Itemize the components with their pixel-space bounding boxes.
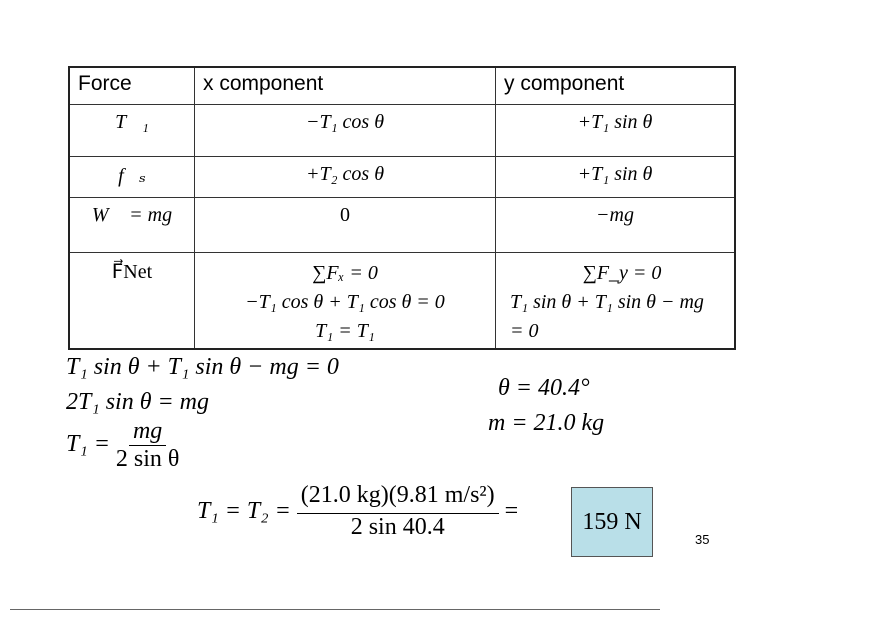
denominator: 2 sin θ xyxy=(115,446,180,472)
equation-line-3: T₁ = mg 2 sin θ xyxy=(66,418,179,473)
x-cell: 0 xyxy=(194,197,496,253)
final-numerator: (21.0 kg)(9.81 m/s²) xyxy=(296,482,499,514)
given-mass: m = 21.0 kg xyxy=(488,410,605,436)
header-x-component: x component xyxy=(194,66,496,105)
final-equation: T₁ = T₂ = (21.0 kg)(9.81 m/s²) 2 sin 40.… xyxy=(197,482,518,541)
force-components-table: Force x component y component T⃗₁ −T₁ co… xyxy=(68,66,736,350)
equation-line-2: 2T₁ sin θ = mg xyxy=(66,389,210,415)
y-cell: ∑F_y = 0 T₁ sin θ + T₁ sin θ − mg = 0 xyxy=(495,252,736,349)
x-result: T₁ = T₁ xyxy=(315,320,375,342)
final-denominator: 2 sin 40.4 xyxy=(350,514,445,540)
equation-line-1: T₁ sin θ + T₁ sin θ − mg = 0 xyxy=(66,354,339,380)
y-cell: −mg xyxy=(495,197,736,253)
table-row: W⃗ = mg 0 −mg xyxy=(68,197,736,253)
table-header-row: Force x component y component xyxy=(68,66,736,105)
header-force: Force xyxy=(68,66,195,105)
y-equation: T₁ sin θ + T₁ sin θ − mg xyxy=(510,291,704,313)
answer-box: 159 N xyxy=(571,487,653,557)
page-number: 35 xyxy=(695,532,710,547)
force-cell: F⃗Net xyxy=(68,252,195,349)
force-cell: T⃗₁ xyxy=(68,104,195,157)
x-cell: ∑Fₓ = 0 −T₁ cos θ + T₁ cos θ = 0 T₁ = T₁ xyxy=(194,252,496,349)
table-row: T⃗₁ −T₁ cos θ +T₁ sin θ xyxy=(68,104,736,157)
force-cell: W⃗ = mg xyxy=(68,197,195,253)
fraction: mg 2 sin θ xyxy=(116,418,180,473)
sum-fy: ∑F_y = 0 xyxy=(582,262,662,284)
header-y-component: y component xyxy=(495,66,736,105)
numerator: mg xyxy=(128,418,167,446)
t1-lhs: T₁ = xyxy=(66,431,110,458)
x-cell: −T₁ cos θ xyxy=(194,104,496,157)
table-row: F⃗Net ∑Fₓ = 0 −T₁ cos θ + T₁ cos θ = 0 T… xyxy=(68,252,736,349)
x-equation: −T₁ cos θ + T₁ cos θ = 0 xyxy=(245,291,445,313)
final-lhs: T₁ = T₂ = xyxy=(197,498,291,524)
y-cell: +T₁ sin θ xyxy=(495,104,736,157)
force-cell: f⃗ₛ xyxy=(68,156,195,198)
table-row: f⃗ₛ +T₂ cos θ +T₁ sin θ xyxy=(68,156,736,198)
footer-divider xyxy=(10,609,660,610)
y-cell: +T₁ sin θ xyxy=(495,156,736,198)
equals-sign: = xyxy=(504,498,519,524)
final-fraction: (21.0 kg)(9.81 m/s²) 2 sin 40.4 xyxy=(296,482,499,541)
x-cell: +T₂ cos θ xyxy=(194,156,496,198)
y-result: = 0 xyxy=(510,320,539,342)
given-theta: θ = 40.4° xyxy=(498,375,590,401)
sum-fx: ∑Fₓ = 0 xyxy=(312,262,378,284)
